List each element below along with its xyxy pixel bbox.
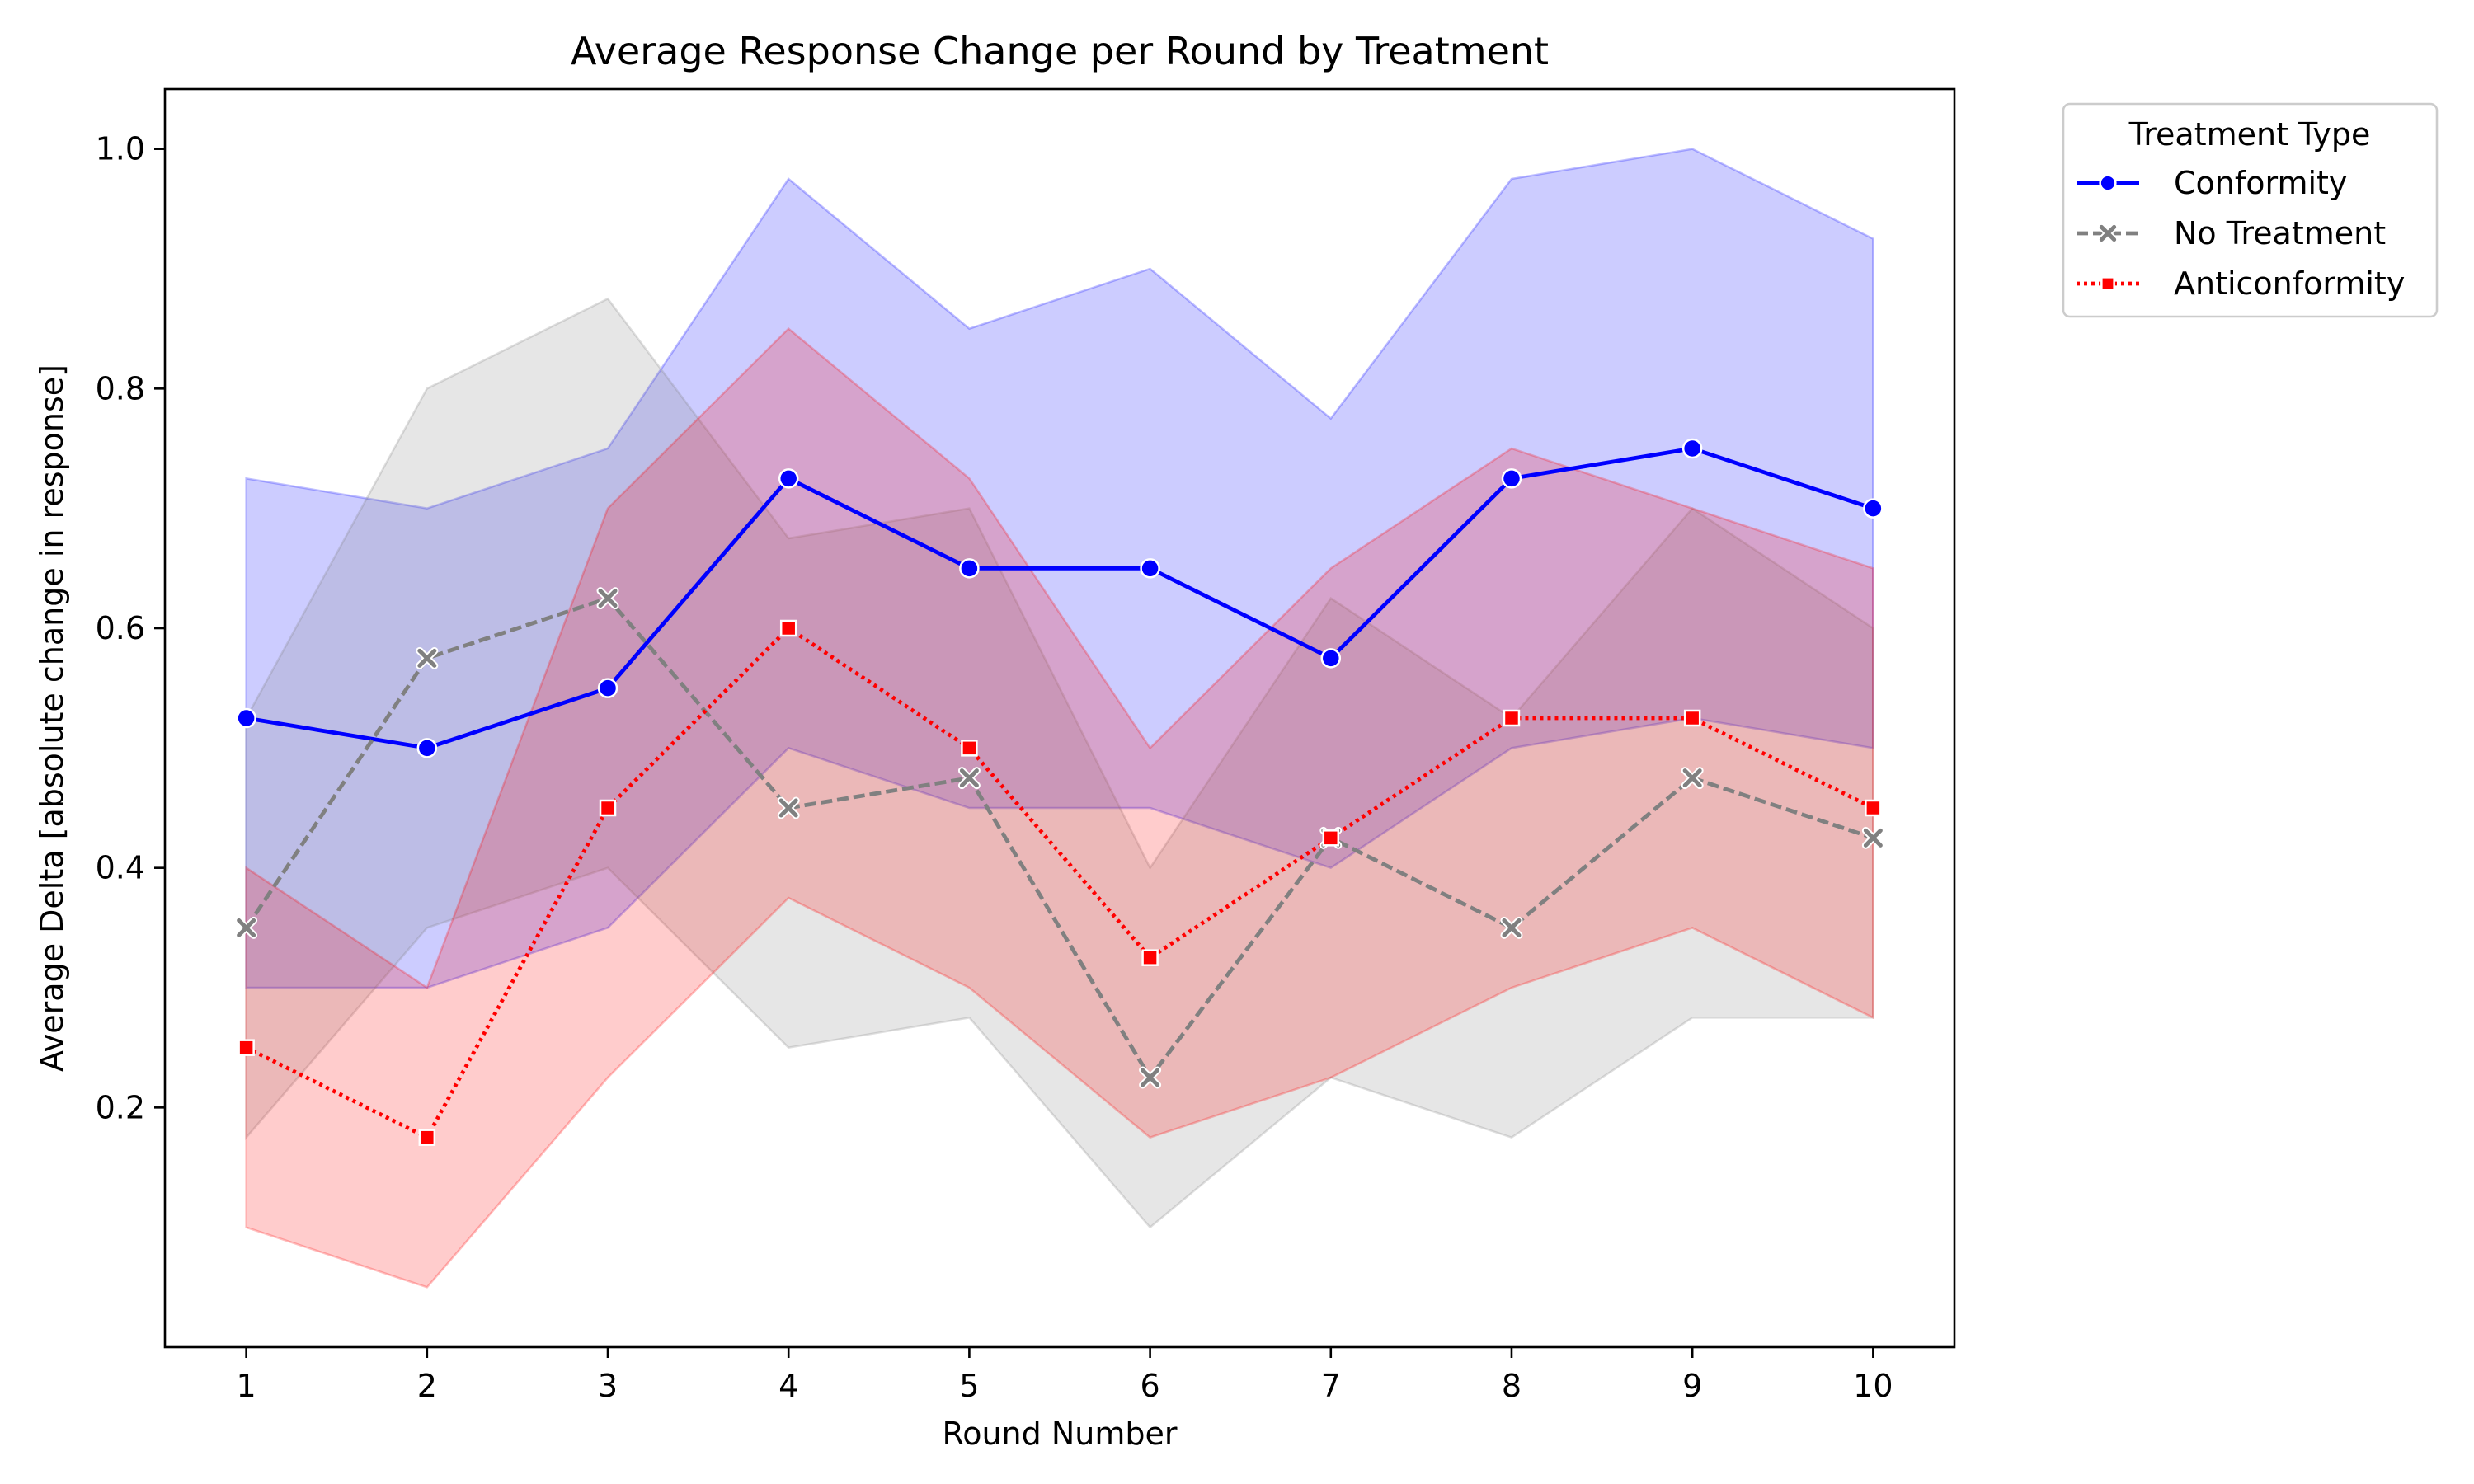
point-anticonformity-1 — [238, 1039, 255, 1056]
x-tick-label-5: 5 — [959, 1368, 979, 1404]
point-no-treatment-10 — [1861, 826, 1884, 849]
series-lines — [244, 446, 1874, 1140]
x-tick-label-1: 1 — [237, 1368, 256, 1404]
point-conformity-1 — [236, 707, 256, 729]
x-tick-label-6: 6 — [1141, 1368, 1160, 1404]
legend-marker-conformity — [2099, 174, 2117, 192]
point-no-treatment-8 — [1500, 916, 1523, 939]
point-conformity-8 — [1501, 468, 1522, 489]
line-anticonformity — [245, 626, 1874, 1140]
legend: Treatment Type Conformity No Treatment Ant… — [2062, 102, 2439, 318]
x-tick-label-4: 4 — [778, 1368, 798, 1404]
y-tick-label-1: 0.4 — [96, 850, 145, 886]
band-no-treatment — [245, 297, 1874, 1229]
point-anticonformity-8 — [1503, 709, 1521, 727]
point-no-treatment-6 — [1139, 1066, 1162, 1089]
line-conformity — [246, 446, 1874, 750]
point-anticonformity-3 — [599, 799, 617, 817]
x-tick-label-7: 7 — [1321, 1368, 1341, 1404]
point-no-treatment-1 — [235, 916, 258, 939]
point-anticonformity-5 — [961, 740, 978, 757]
point-anticonformity-9 — [1683, 709, 1701, 727]
point-anticonformity-7 — [1322, 829, 1340, 847]
legend-label-conformity: Conformity — [2174, 165, 2347, 201]
point-conformity-10 — [1863, 498, 1884, 519]
point-no-treatment-9 — [1681, 767, 1704, 790]
point-conformity-7 — [1320, 648, 1342, 669]
legend-marker-anticonformity — [2100, 276, 2115, 291]
y-axis-label: Average Delta [absolute change in respon… — [34, 364, 70, 1072]
point-anticonformity-10 — [1865, 799, 1882, 817]
chart-title: Average Response Change per Round by Tre… — [571, 29, 1549, 73]
legend-title: Treatment Type — [2128, 116, 2371, 153]
point-no-treatment-2 — [416, 646, 439, 669]
point-conformity-5 — [959, 558, 980, 579]
legend-entry-anticonformity: Anticonformity — [2077, 265, 2405, 302]
point-conformity-2 — [416, 738, 438, 758]
x-axis-ticks: 1 2 3 4 5 6 7 8 9 10 — [237, 1347, 1893, 1404]
point-conformity-3 — [597, 678, 618, 698]
plot-area-frame — [163, 87, 1956, 1349]
point-no-treatment-4 — [777, 796, 800, 819]
point-conformity-4 — [778, 468, 799, 489]
line-no-treatment — [244, 596, 1874, 1080]
x-tick-label-2: 2 — [417, 1368, 437, 1404]
y-tick-label-3: 0.8 — [96, 370, 145, 406]
y-tick-label-4: 1.0 — [96, 131, 145, 167]
legend-label-no-treatment: No Treatment — [2174, 215, 2386, 251]
point-conformity-9 — [1681, 438, 1703, 459]
band-anticonformity — [245, 326, 1874, 1289]
legend-entry-conformity: Conformity — [2077, 165, 2347, 201]
x-axis-label: Round Number — [943, 1416, 1178, 1452]
legend-entry-no-treatment: No Treatment — [2077, 215, 2386, 251]
x-tick-label-9: 9 — [1682, 1368, 1702, 1404]
point-anticonformity-2 — [418, 1129, 436, 1146]
y-tick-label-0: 0.2 — [96, 1089, 145, 1125]
point-anticonformity-6 — [1141, 949, 1159, 966]
legend-frame — [2062, 102, 2439, 318]
point-conformity-6 — [1140, 558, 1160, 579]
legend-entries: Conformity No Treatment Anticonformity — [2077, 165, 2405, 302]
x-tick-label-10: 10 — [1853, 1368, 1893, 1404]
point-no-treatment-3 — [596, 587, 619, 610]
series-markers — [235, 438, 1884, 1146]
x-tick-label-3: 3 — [598, 1368, 618, 1404]
y-axis-ticks: 0.2 0.4 0.6 0.8 1.0 — [96, 131, 165, 1125]
point-anticonformity-4 — [779, 619, 797, 637]
legend-marker-no-treatment — [2097, 223, 2119, 244]
x-tick-label-8: 8 — [1502, 1368, 1522, 1404]
y-tick-label-2: 0.6 — [96, 610, 145, 646]
point-no-treatment-5 — [957, 767, 981, 790]
legend-label-anticonformity: Anticonformity — [2174, 265, 2405, 302]
